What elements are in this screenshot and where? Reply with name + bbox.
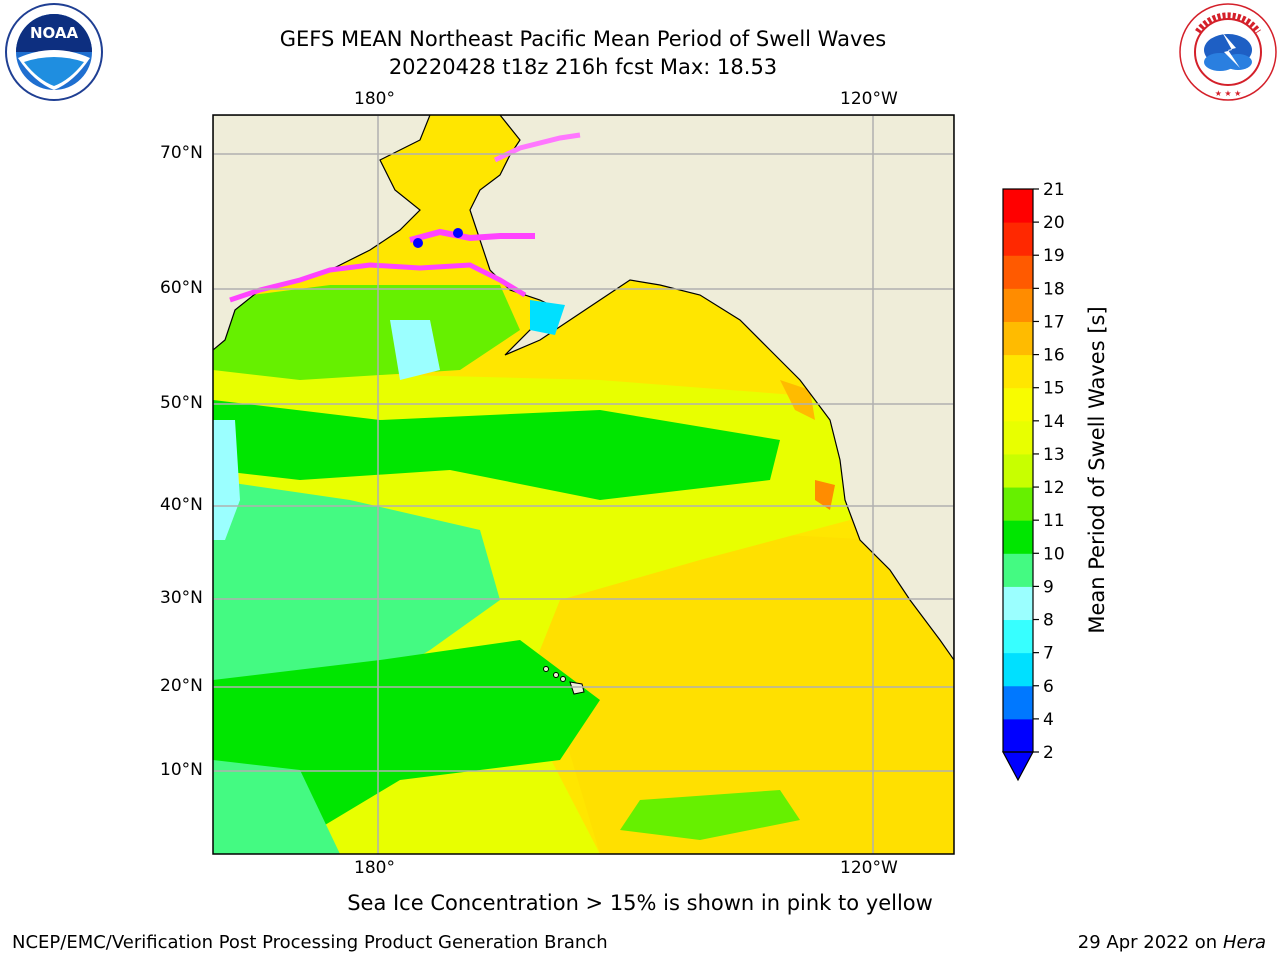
colorbar-tick-label: 15: [1043, 379, 1065, 399]
colorbar-bin: [1003, 222, 1033, 256]
colorbar-tick-label: 16: [1043, 346, 1065, 366]
colorbar-label: Mean Period of Swell Waves [s]: [1085, 306, 1109, 634]
colorbar-tick-label: 8: [1043, 611, 1054, 631]
svg-text:NOAA: NOAA: [30, 24, 79, 42]
lon-label-bottom-180: 180°: [354, 858, 395, 878]
colorbar: 2 4 6 7 8 9 10 11 12 13 14 15 16 17 18 19 20 21: [1001, 180, 1065, 782]
lat-label-40n: 40°N: [160, 495, 203, 515]
colorbar-bin: [1003, 288, 1033, 322]
lat-label-60n: 60°N: [160, 278, 203, 298]
nws-logo: ★ ★ ★: [1179, 3, 1277, 101]
sea-ice-core: [413, 238, 423, 248]
lat-label-50n: 50°N: [160, 393, 203, 413]
swell-region-lightgreen: [620, 790, 800, 840]
producer-credit: NCEP/EMC/Verification Post Processing Pr…: [12, 932, 608, 953]
map-frame: [212, 114, 955, 855]
colorbar-bin: [1003, 453, 1033, 488]
north-america-land: [469, 115, 954, 662]
lon-label-top-180: 180°: [354, 89, 395, 109]
run-date-text: 29 Apr 2022 on: [1077, 932, 1218, 953]
colorbar-bin: [1003, 652, 1033, 687]
colorbar-bin: [1003, 553, 1033, 587]
chart-title: GEFS MEAN Northeast Pacific Mean Period …: [279, 27, 887, 51]
hawaii-islands: [543, 666, 585, 695]
swell-region-cyan-patch: [390, 320, 440, 380]
colorbar-bin: [1003, 387, 1033, 422]
lat-label-10n: 10°N: [160, 760, 203, 780]
colorbar-tick-label: 7: [1043, 644, 1054, 664]
colorbar-bin: [1003, 685, 1033, 720]
colorbar-bin: [1003, 619, 1033, 654]
svg-text:★ ★ ★: ★ ★ ★: [1215, 89, 1242, 98]
lat-label-30n: 30°N: [160, 588, 203, 608]
map-grid: [213, 115, 954, 854]
colorbar-frame: [1002, 188, 1034, 753]
colorbar-bin: [1003, 420, 1033, 455]
colorbar-tick-label: 21: [1043, 180, 1065, 200]
swell-region-lightcyan: [213, 420, 240, 540]
colorbar-tick-label: 17: [1043, 312, 1065, 332]
colorbar-bin: [1003, 586, 1033, 621]
map-area: [213, 115, 954, 854]
lon-label-top-120w: 120°W: [840, 89, 898, 109]
siberia-land: [213, 115, 431, 351]
colorbar-tick-label: 2: [1043, 743, 1054, 763]
swell-region-orange-coast: [780, 380, 815, 420]
colorbar-tick-label: 13: [1043, 445, 1065, 465]
run-date: 29 Apr 2022 on Hera: [1078, 932, 1266, 953]
colorbar-bin: [1003, 487, 1033, 521]
cook-inlet-cyan: [530, 300, 565, 335]
swell-region-aleutian: [213, 285, 520, 380]
swell-region-seagreen: [213, 480, 500, 700]
sea-ice-core: [453, 228, 463, 238]
sea-ice-note: Sea Ice Concentration > 15% is shown in …: [347, 891, 933, 915]
swell-region-green-north: [213, 400, 780, 500]
chart-subtitle: 20220428 t18z 216h fcst Max: 18.53: [388, 55, 778, 79]
colorbar-tick-label: 14: [1043, 412, 1065, 432]
lat-label-70n: 70°N: [160, 143, 203, 163]
lon-label-bottom-120w: 120°W: [840, 858, 898, 878]
sea-ice-bering: [409, 228, 535, 243]
run-host: Hera: [1222, 932, 1266, 953]
colorbar-tick-label: 20: [1043, 213, 1065, 233]
colorbar-bin: [1003, 354, 1033, 389]
colorbar-tick-label: 6: [1043, 677, 1054, 697]
colorbar-extend-arrow: [1001, 751, 1035, 782]
noaa-logo: NOAA: [5, 3, 103, 101]
colorbar-bin: [1003, 255, 1033, 289]
colorbar-tick-label: 9: [1043, 577, 1054, 597]
lat-label-20n: 20°N: [160, 676, 203, 696]
colorbar-tick-label: 11: [1043, 511, 1065, 531]
colorbar-bin: [1003, 718, 1033, 753]
colorbar-tick-label: 10: [1043, 544, 1065, 564]
colorbar-tick-label: 4: [1043, 710, 1054, 730]
colorbar-tick-label: 12: [1043, 478, 1065, 498]
colorbar-bin: [1003, 189, 1033, 223]
swell-region-seagreen-south: [213, 760, 340, 854]
sea-ice-edge: [229, 262, 527, 303]
colorbar-bin: [1003, 520, 1033, 554]
colorbar-tick-label: 19: [1043, 246, 1065, 266]
colorbar-tick-label: 18: [1043, 279, 1065, 299]
swell-region-darkorange: [815, 480, 835, 510]
colorbar-bin: [1003, 321, 1033, 356]
